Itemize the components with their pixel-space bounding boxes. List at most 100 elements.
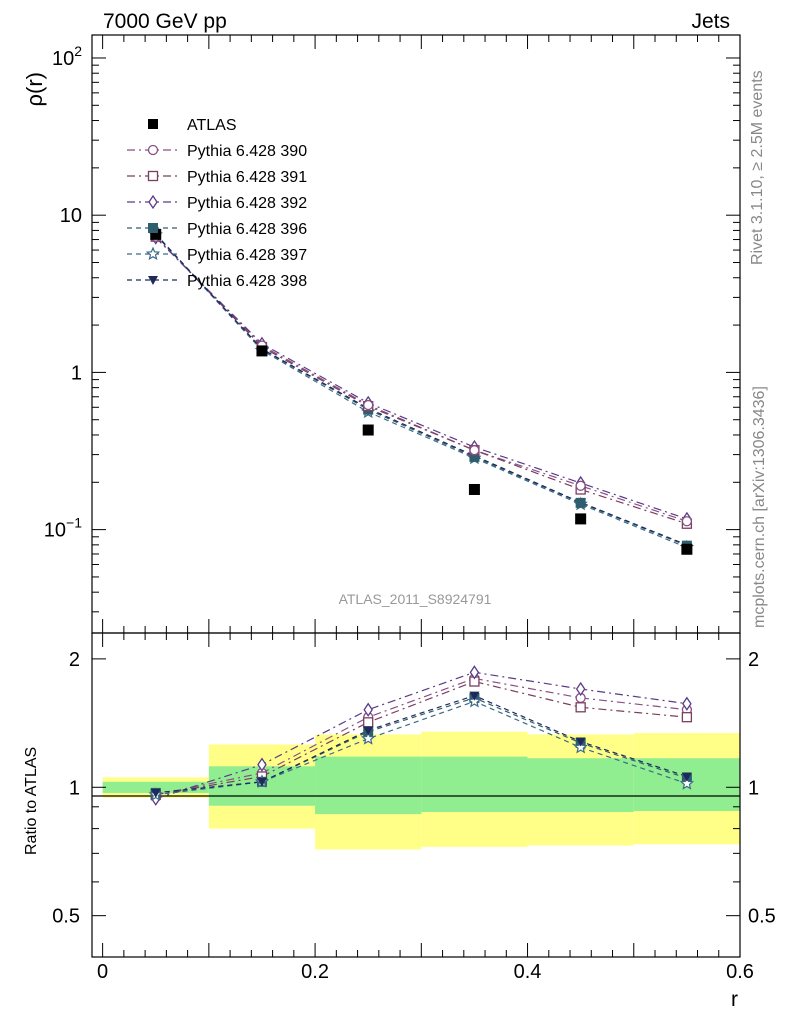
main-point-atlas-5 bbox=[681, 543, 693, 555]
main-y-axis-label: ρ(r) bbox=[22, 72, 47, 107]
ratio-point-pythia-6-428-398-5 bbox=[681, 772, 692, 782]
main-ytick-label: 10 bbox=[60, 205, 82, 227]
ratio-point-pythia-6-428-392-4 bbox=[575, 681, 586, 697]
ratio-point-pythia-6-428-397-4 bbox=[573, 739, 588, 754]
legend-item-pythia-6-428-398: Pythia 6.428 398 bbox=[127, 273, 307, 290]
ratio-point-pythia-6-428-391-2 bbox=[363, 717, 374, 728]
legend-item-pythia-6-428-392: Pythia 6.428 392 bbox=[127, 194, 307, 212]
ratio-point-pythia-6-428-398-2 bbox=[363, 726, 374, 736]
main-point-atlas-4 bbox=[575, 513, 587, 525]
main-line-pythia-6-428-390 bbox=[155, 236, 688, 522]
ratio-ytick-label-left: 2 bbox=[69, 649, 80, 671]
stat-uncertainty-band bbox=[315, 756, 422, 815]
ratio-point-pythia-6-428-391-4 bbox=[575, 702, 586, 713]
ratio-point-pythia-6-428-392-3 bbox=[469, 665, 480, 680]
ratio-point-pythia-6-428-398-3 bbox=[469, 691, 480, 701]
legend: ATLAS Pythia 6.428 390 Pythia 6.428 391 Pyt… bbox=[127, 117, 307, 290]
ratio-line-pythia-6-428-396 bbox=[155, 697, 688, 794]
mcplots-label: mcplots.cern.ch [arXiv:1306.3436] bbox=[751, 386, 768, 628]
legend-marker bbox=[145, 246, 161, 261]
legend-label: Pythia 6.428 398 bbox=[187, 273, 307, 290]
ratio-ytick-label-right: 0.5 bbox=[748, 906, 776, 928]
ratio-xtick-label: 0.6 bbox=[726, 961, 754, 983]
ratio-line-pythia-6-428-390 bbox=[155, 677, 687, 796]
legend-item-pythia-6-428-397: Pythia 6.428 397 bbox=[127, 246, 307, 264]
ratio-point-pythia-6-428-397-5 bbox=[679, 776, 695, 790]
ratio-ytick-label-right: 1 bbox=[748, 777, 759, 799]
ratio-ytick-label-left: 0.5 bbox=[52, 906, 80, 928]
main-point-atlas-2 bbox=[362, 424, 374, 436]
ratio-series-markers bbox=[148, 665, 695, 806]
main-point-pythia-6-428-390-3 bbox=[469, 445, 480, 456]
main-point-pythia-6-428-396-3 bbox=[469, 451, 480, 462]
legend-label: Pythia 6.428 392 bbox=[187, 195, 307, 212]
main-point-pythia-6-428-396-4 bbox=[575, 497, 586, 508]
main-line-pythia-6-428-398 bbox=[155, 233, 688, 546]
header-right: Jets bbox=[691, 10, 730, 33]
analysis-label: ATLAS_2011_S8924791 bbox=[339, 591, 492, 607]
legend-marker bbox=[147, 170, 159, 182]
ratio-series-lines bbox=[155, 671, 688, 800]
main-line-pythia-6-428-391 bbox=[155, 236, 688, 525]
stat-uncertainty-band bbox=[527, 758, 634, 813]
legend-label: Pythia 6.428 391 bbox=[187, 169, 307, 186]
rivet-label: Rivet 3.1.10, ≥ 2.5M events bbox=[749, 70, 766, 265]
ratio-xtick-label: 0 bbox=[97, 961, 108, 983]
ratio-point-pythia-6-428-391-5 bbox=[681, 712, 693, 723]
legend-marker bbox=[148, 194, 158, 210]
ratio-y-tick-labels: 2 2 1 1 0.5 0.5 bbox=[52, 649, 776, 928]
main-point-pythia-6-428-390-2 bbox=[363, 399, 374, 411]
legend-item-pythia-6-428-390: Pythia 6.428 390 bbox=[127, 143, 307, 160]
main-point-pythia-6-428-390-5 bbox=[681, 516, 693, 527]
ratio-point-pythia-6-428-398-0 bbox=[150, 788, 161, 798]
ratio-x-tick-labels: 0 0.2 0.4 0.6 bbox=[97, 961, 754, 983]
ratio-point-pythia-6-428-392-2 bbox=[363, 702, 373, 717]
ratio-line-pythia-6-428-397 bbox=[155, 700, 688, 796]
legend-item-pythia-6-428-396: Pythia 6.428 396 bbox=[127, 221, 307, 238]
ratio-xtick-label: 0.2 bbox=[301, 961, 329, 983]
header-left: 7000 GeV pp bbox=[103, 10, 227, 33]
main-point-atlas-1 bbox=[256, 345, 268, 357]
ratio-xtick-label: 0.4 bbox=[514, 961, 542, 983]
legend-marker bbox=[147, 144, 159, 156]
legend-label: Pythia 6.428 397 bbox=[187, 247, 307, 264]
legend-item-atlas: ATLAS bbox=[148, 117, 237, 134]
ratio-line-pythia-6-428-391 bbox=[155, 680, 687, 796]
ratio-plot-frame bbox=[91, 632, 741, 958]
main-ytick-label: 102 bbox=[52, 43, 82, 70]
ratio-point-pythia-6-428-392-5 bbox=[682, 696, 692, 711]
legend-marker bbox=[148, 276, 158, 285]
legend-marker bbox=[148, 223, 158, 233]
ratio-point-pythia-6-428-392-1 bbox=[257, 757, 267, 772]
ratio-point-pythia-6-428-397-2 bbox=[361, 731, 376, 745]
main-series-markers bbox=[148, 227, 695, 555]
legend-item-pythia-6-428-391: Pythia 6.428 391 bbox=[127, 169, 307, 186]
main-line-pythia-6-428-392 bbox=[155, 237, 688, 520]
ratio-x-axis-label: r bbox=[731, 988, 738, 1011]
ratio-point-pythia-6-428-397-3 bbox=[467, 693, 482, 708]
main-ticks bbox=[92, 35, 741, 633]
main-y-tick-labels: 102 10 1 10−1 bbox=[44, 43, 82, 542]
ratio-bands-layer bbox=[102, 731, 740, 850]
main-ytick-label: 10−1 bbox=[44, 515, 82, 542]
main-ytick-label: 1 bbox=[71, 362, 82, 384]
main-point-atlas-3 bbox=[468, 483, 480, 495]
stat-uncertainty-band bbox=[421, 756, 528, 813]
main-point-atlas-0 bbox=[150, 228, 162, 240]
ratio-ytick-label-left: 1 bbox=[69, 777, 80, 799]
ratio-y-axis-label: Ratio to ATLAS bbox=[23, 747, 40, 855]
legend-label: Pythia 6.428 396 bbox=[187, 221, 307, 238]
ratio-line-pythia-6-428-392 bbox=[155, 671, 687, 800]
legend-label: ATLAS bbox=[187, 117, 237, 134]
main-point-pythia-6-428-390-4 bbox=[575, 480, 586, 491]
legend-label: Pythia 6.428 390 bbox=[187, 143, 307, 160]
ratio-point-pythia-6-428-398-4 bbox=[575, 737, 586, 747]
ratio-ticks bbox=[92, 633, 741, 957]
main-series-lines bbox=[155, 233, 688, 549]
legend-marker bbox=[148, 119, 158, 129]
ratio-point-pythia-6-428-398-1 bbox=[256, 777, 267, 787]
ratio-ytick-label-right: 2 bbox=[748, 649, 759, 671]
ratio-line-pythia-6-428-398 bbox=[155, 694, 688, 794]
main-line-pythia-6-428-397 bbox=[155, 234, 688, 549]
